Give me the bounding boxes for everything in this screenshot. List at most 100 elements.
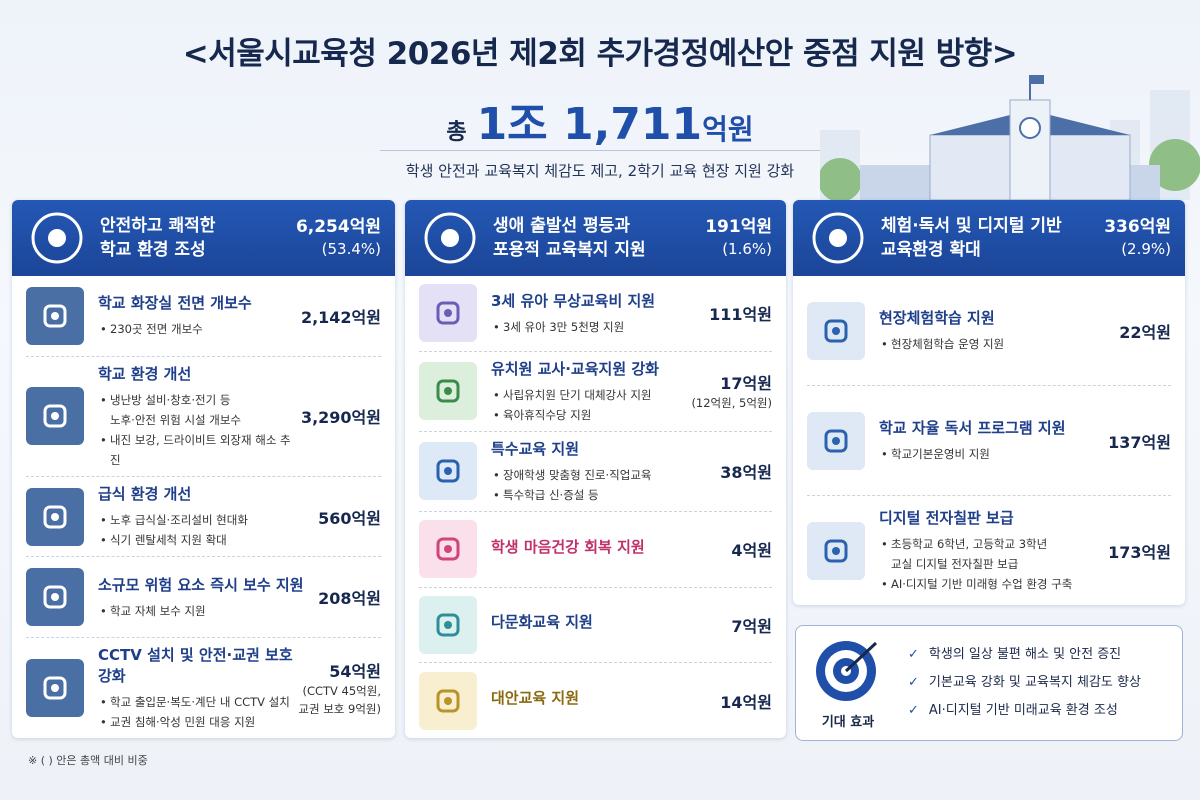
budget-item: 현장체험학습 지원 • 현장체험학습 운영 지원 22억원 <box>807 276 1171 386</box>
item-amount-box: 38억원 <box>702 459 772 483</box>
budget-item: 대안교육 지원 14억원 <box>419 663 772 738</box>
category-header: 생애 출발선 평등과 포용적 교육복지 지원 191억원 (1.6%) <box>405 200 786 276</box>
item-bullet: • 학교 자체 보수 지원 <box>98 601 311 621</box>
item-title: 학교 자율 독서 프로그램 지원 <box>879 419 1066 437</box>
category-card: 체험·독서 및 디지털 기반 교육환경 확대 336억원 (2.9%) 현장체험학습 지… <box>793 200 1185 605</box>
item-amount: 22억원 <box>1119 322 1171 342</box>
effect-item: ✓ 기본교육 강화 및 교육복지 체감도 향상 <box>908 669 1141 697</box>
item-icon <box>419 595 477 654</box>
bullet-text: 학교 출입문·복도·계단 내 CCTV 설치 <box>110 695 290 710</box>
item-bullet: • 학교기본운영비 지원 <box>879 444 1101 464</box>
item-glyph <box>824 539 848 562</box>
item-glyph <box>43 505 67 528</box>
category-amount: 191억원 <box>705 217 772 237</box>
item-text: 특수교육 지원 • 장애학생 맞춤형 진로·직업교육 • 특수학급 신·증설 등 <box>491 438 702 505</box>
item-amount: 3,290억원 <box>300 408 381 428</box>
bullet-text: 노후 급식실·조리설비 현대화 <box>110 513 248 527</box>
item-bullet: • 장애학생 맞춤형 진로·직업교육 <box>491 465 702 485</box>
bullet-text: 230곳 전면 개보수 <box>110 322 203 337</box>
category-amount-box: 191억원 (1.6%) <box>705 216 772 260</box>
divider <box>380 150 820 151</box>
bullet-dot: • <box>493 387 500 402</box>
item-amount-box: 560억원 <box>311 505 381 529</box>
budget-item: 소규모 위험 요소 즉시 보수 지원 • 학교 자체 보수 지원 208억원 <box>26 557 381 639</box>
item-bullet: • 사립유치원 단기 대체강사 지원 <box>491 385 691 405</box>
bullet-dot: • <box>100 392 107 407</box>
item-icon <box>26 487 84 546</box>
check-mark: ✓ <box>908 647 919 662</box>
item-amount: 208억원 <box>318 589 381 609</box>
item-amount-box: 173억원 <box>1101 539 1171 563</box>
category-icon <box>812 212 864 264</box>
item-text: 3세 유아 무상교육비 지원 • 3세 유아 3만 5천명 지원 <box>491 290 702 337</box>
item-icon <box>26 659 84 718</box>
item-amount-box: 14억원 <box>702 689 772 713</box>
bullet-dot: • <box>100 432 107 447</box>
item-amount-box: 208억원 <box>311 585 381 609</box>
item-glyph <box>43 404 67 428</box>
item-title: 급식 환경 개선 <box>98 485 192 503</box>
item-bullet: • 3세 유아 3만 5천명 지원 <box>491 317 702 337</box>
category-title-line: 안전하고 쾌적한 <box>100 216 216 236</box>
item-bullet: • 내진 보강, 드라이비트 외장재 해소 추진 <box>98 430 301 470</box>
effects-box: 기대 효과 ✓ 학생의 일상 불편 해소 및 안전 증진 ✓ 기본교육 강화 및 교육… <box>795 625 1183 741</box>
budget-item: 3세 유아 무상교육비 지원 • 3세 유아 3만 5천명 지원 111억원 <box>419 276 772 352</box>
budget-item: 급식 환경 개선 • 노후 급식실·조리설비 현대화 • 식기 렌탈세척 지원 확대 56… <box>26 477 381 558</box>
item-amount-box: 3,290억원 <box>301 404 381 428</box>
bullet-text: 학교기본운영비 지원 <box>891 447 990 461</box>
item-list: 3세 유아 무상교육비 지원 • 3세 유아 3만 5천명 지원 111억원 유치원 교… <box>405 276 786 738</box>
item-bullet: • 냉난방 설비·창호·전기 등 노후·안전 위험 시설 개보수 <box>98 390 301 430</box>
item-icon <box>419 671 477 730</box>
item-amount: 54억원 <box>329 662 381 682</box>
item-text: 학교 자율 독서 프로그램 지원 • 학교기본운영비 지원 <box>879 417 1101 464</box>
bullet-line: 초등학교 6학년, 고등학교 3학년 <box>891 537 1048 551</box>
item-title: 특수교육 지원 <box>491 439 580 458</box>
item-amount-box: 137억원 <box>1101 429 1171 453</box>
item-text: 유치원 교사·교육지원 강화 • 사립유치원 단기 대체강사 지원 • 육아휴직수당 지… <box>491 358 691 425</box>
item-amount-box: 4억원 <box>702 537 772 561</box>
item-glyph <box>824 319 848 342</box>
category-title-line: 포용적 교육복지 지원 <box>493 240 646 260</box>
item-glyph <box>436 537 460 561</box>
item-icon <box>419 362 477 421</box>
bullet-text: 3세 유아 3만 5천명 지원 <box>503 319 625 334</box>
item-amount: 2,142억원 <box>300 307 381 327</box>
item-text: 다문화교육 지원 <box>491 611 702 638</box>
bullet-text: AI·디지털 기반 미래형 수업 환경 구축 <box>891 577 1073 591</box>
item-bullet: • 학교 출입문·복도·계단 내 CCTV 설치 <box>98 692 298 712</box>
item-amount-box: 54억원 (CCTV 45억원, 교권 보호 9억원) <box>298 658 381 718</box>
category-title-line: 학교 환경 조성 <box>100 240 206 260</box>
bullet-dot: • <box>100 715 107 730</box>
item-icon <box>26 286 84 345</box>
category-amount: 336억원 <box>1104 217 1171 237</box>
category-amount-box: 336억원 (2.9%) <box>1104 216 1171 260</box>
item-text: 학교 환경 개선 • 냉난방 설비·창호·전기 등 노후·안전 위험 시설 개보수 • 내… <box>98 363 301 470</box>
item-bullet: • AI·디지털 기반 미래형 수업 환경 구축 <box>879 574 1101 594</box>
total-unit: 억원 <box>702 113 754 146</box>
item-title: 학교 화장실 전면 개보수 <box>98 294 252 313</box>
school-illustration <box>820 75 1200 200</box>
item-amount: 17억원 <box>720 374 772 394</box>
item-title: 학교 환경 개선 <box>98 364 192 383</box>
item-glyph <box>824 429 848 452</box>
item-title: 디지털 전자칠판 보급 <box>879 509 1014 527</box>
item-title: 3세 유아 무상교육비 지원 <box>491 291 656 310</box>
page-title: <서울시교육청 2026년 제2회 추가경정예산안 중점 지원 방향> <box>182 36 1018 72</box>
bullet-text: 사립유치원 단기 대체강사 지원 <box>503 387 652 402</box>
category-title: 생애 출발선 평등과 포용적 교육복지 지원 <box>493 214 705 262</box>
category-amount: 6,254억원 <box>295 217 381 237</box>
bullet-text: 식기 렌탈세척 지원 확대 <box>110 533 227 547</box>
budget-item: 특수교육 지원 • 장애학생 맞춤형 진로·직업교육 • 특수학급 신·증설 등 38억원 <box>419 432 772 512</box>
item-amount-box: 111억원 <box>702 301 772 325</box>
item-bullet: • 현장체험학습 운영 지원 <box>879 334 1101 354</box>
total-prefix: 총 <box>446 120 467 145</box>
footnote: ※ ( ) 안은 총액 대비 비중 <box>28 754 148 767</box>
bullet-text: 특수학급 신·증설 등 <box>503 487 599 502</box>
item-text: 디지털 전자칠판 보급 • 초등학교 6학년, 고등학교 3학년 교실 디지털 전자칠… <box>879 507 1101 594</box>
item-text: 급식 환경 개선 • 노후 급식실·조리설비 현대화 • 식기 렌탈세척 지원 확대 <box>98 483 311 550</box>
item-text: 대안교육 지원 <box>491 687 702 714</box>
budget-item: 디지털 전자칠판 보급 • 초등학교 6학년, 고등학교 3학년 교실 디지털 전자칠… <box>807 496 1171 605</box>
bullet-dot: • <box>493 487 500 502</box>
